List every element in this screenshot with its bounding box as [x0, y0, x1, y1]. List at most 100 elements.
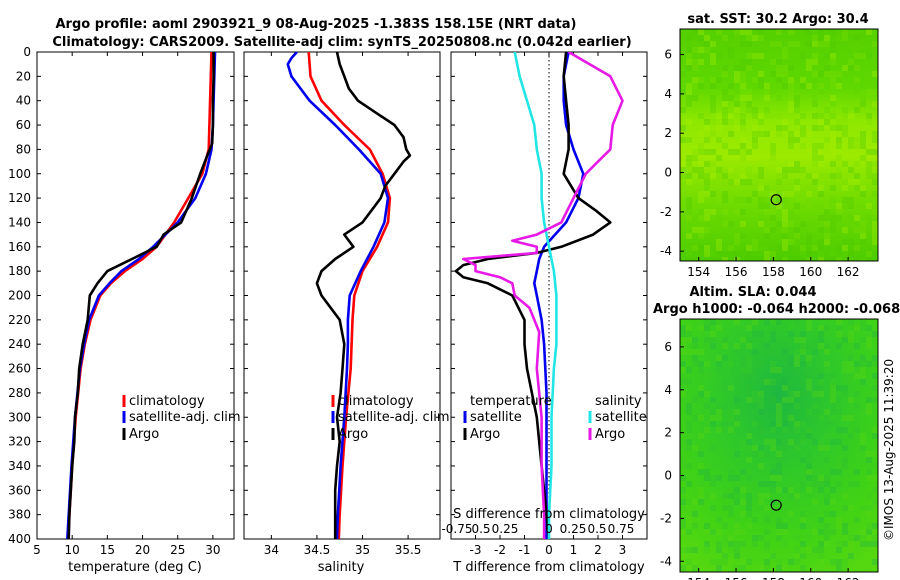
field-cell [704, 529, 710, 535]
field-cell [776, 397, 782, 403]
field-cell [746, 499, 752, 505]
field-cell [734, 481, 740, 487]
field-cell [752, 125, 758, 131]
field-cell [806, 469, 812, 475]
temperature-axes [36, 51, 235, 540]
field-cell [800, 565, 806, 571]
field-cell [794, 239, 800, 245]
field-cell [806, 233, 812, 239]
field-cell [812, 337, 818, 343]
field-cell [764, 559, 770, 565]
x-tick-label: 30 [205, 543, 220, 557]
field-cell [704, 427, 710, 433]
field-cell [812, 95, 818, 101]
field-cell [728, 409, 734, 415]
field-cell [764, 107, 770, 113]
field-cell [806, 41, 812, 47]
field-cell [746, 343, 752, 349]
argo-position-marker [770, 194, 782, 206]
field-cell [770, 319, 776, 325]
field-cell [806, 361, 812, 367]
field-cell [872, 29, 878, 35]
field-cell [698, 245, 704, 251]
field-cell [848, 397, 854, 403]
field-cell [824, 523, 830, 529]
field-cell [752, 83, 758, 89]
field-cell [734, 415, 740, 421]
field-cell [728, 469, 734, 475]
field-cell [692, 83, 698, 89]
field-cell [740, 89, 746, 95]
field-cell [734, 149, 740, 155]
field-cell [860, 257, 866, 261]
field-cell [686, 59, 692, 65]
map-y-tick-label: 0 [664, 469, 672, 483]
field-cell [770, 379, 776, 385]
field-cell [818, 517, 824, 523]
field-cell [692, 499, 698, 505]
field-cell [698, 469, 704, 475]
field-cell [836, 221, 842, 227]
field-cell [836, 487, 842, 493]
field-cell [680, 167, 686, 173]
field-cell [734, 107, 740, 113]
field-cell [794, 233, 800, 239]
field-cell [722, 559, 728, 565]
field-cell [800, 83, 806, 89]
field-cell [770, 149, 776, 155]
sst-map-frame [679, 28, 879, 262]
field-cell [848, 373, 854, 379]
field-cell [812, 409, 818, 415]
field-cell [866, 331, 872, 337]
field-cell [770, 209, 776, 215]
field-cell [776, 131, 782, 137]
field-cell [854, 439, 860, 445]
field-cell [830, 101, 836, 107]
x-tick-label: 34 [264, 543, 279, 557]
field-cell [704, 191, 710, 197]
field-cell [764, 379, 770, 385]
field-cell [836, 125, 842, 131]
field-cell [794, 41, 800, 47]
field-cell [842, 463, 848, 469]
field-cell [794, 361, 800, 367]
sla-map-title-1: Altim. SLA: 0.044 [690, 285, 817, 300]
field-cell [812, 511, 818, 517]
field-cell [782, 83, 788, 89]
field-cell [842, 197, 848, 203]
field-cell [788, 511, 794, 517]
field-cell [806, 487, 812, 493]
field-cell [716, 125, 722, 131]
field-cell [728, 83, 734, 89]
field-cell [698, 149, 704, 155]
field-cell [806, 65, 812, 71]
field-cell [722, 535, 728, 541]
field-cell [854, 41, 860, 47]
depth-tick-label: 240 [8, 337, 31, 351]
field-cell [800, 523, 806, 529]
field-cell [812, 173, 818, 179]
field-cell [710, 161, 716, 167]
field-cell [758, 113, 764, 119]
field-cell [746, 439, 752, 445]
field-cell [734, 379, 740, 385]
field-cell [860, 227, 866, 233]
field-cell [704, 421, 710, 427]
field-cell [818, 439, 824, 445]
field-cell [728, 541, 734, 547]
field-cell [788, 361, 794, 367]
field-cell [722, 421, 728, 427]
field-cell [686, 233, 692, 239]
field-cell [806, 385, 812, 391]
salinity-y-ticks [244, 51, 440, 540]
field-cell [788, 331, 794, 337]
field-cell [758, 53, 764, 59]
field-cell [716, 559, 722, 565]
field-cell [704, 251, 710, 257]
field-cell [848, 433, 854, 439]
depth-tick-label: 300 [8, 410, 31, 424]
field-cell [818, 155, 824, 161]
field-cell [842, 251, 848, 257]
field-cell [842, 493, 848, 499]
field-cell [770, 331, 776, 337]
